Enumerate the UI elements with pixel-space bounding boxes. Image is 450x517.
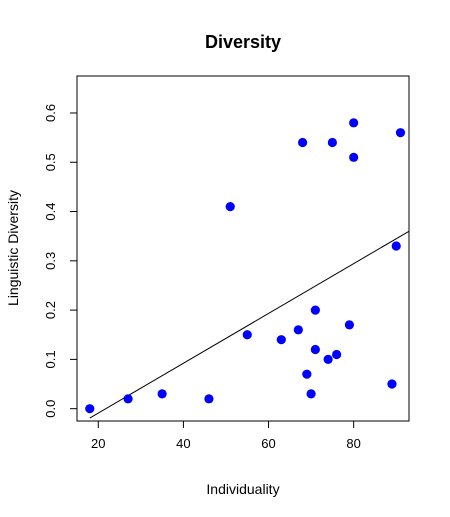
- data-points: [85, 118, 406, 414]
- y-tick-label: 0.3: [43, 252, 58, 270]
- chart-title: Diversity: [205, 32, 281, 52]
- x-tick-label: 80: [346, 436, 360, 451]
- regression-line: [89, 230, 409, 419]
- data-point: [293, 325, 303, 335]
- data-point: [306, 389, 316, 399]
- x-tick-label: 20: [91, 436, 105, 451]
- data-point: [123, 394, 133, 404]
- x-tick-label: 60: [261, 436, 275, 451]
- data-point: [85, 404, 95, 414]
- y-tick-label: 0.0: [43, 400, 58, 418]
- y-tick-label: 0.1: [43, 350, 58, 368]
- data-point: [391, 241, 401, 251]
- plot-frame: [76, 75, 410, 422]
- y-tick-label: 0.5: [43, 153, 58, 171]
- data-point: [349, 118, 359, 128]
- data-point: [327, 137, 337, 148]
- data-point: [344, 320, 355, 330]
- x-axis-label: Individuality: [206, 481, 279, 497]
- data-point: [332, 349, 342, 360]
- data-point: [302, 369, 312, 379]
- data-point: [297, 137, 308, 148]
- data-point: [323, 354, 333, 364]
- data-point: [276, 335, 286, 345]
- data-point: [395, 128, 406, 138]
- x-axis: 20 40 60 80: [91, 421, 361, 451]
- data-point: [157, 389, 167, 399]
- x-tick-label: 40: [176, 436, 190, 451]
- y-axis: 0.0 0.1 0.2 0.3 0.4 0.5 0.6: [43, 104, 77, 418]
- data-point: [204, 394, 214, 404]
- y-tick-label: 0.4: [43, 202, 58, 220]
- data-point: [310, 305, 320, 315]
- y-tick-label: 0.6: [43, 104, 58, 122]
- regression-line-group: [89, 230, 409, 419]
- data-point: [349, 152, 359, 162]
- data-point: [387, 379, 397, 389]
- data-point: [242, 330, 252, 340]
- y-tick-label: 0.2: [43, 301, 58, 319]
- y-axis-label: Linguistic Diversity: [5, 190, 21, 306]
- data-point: [225, 202, 235, 212]
- data-point: [310, 344, 320, 355]
